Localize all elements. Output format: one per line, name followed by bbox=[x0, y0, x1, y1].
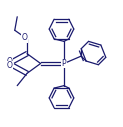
Text: P: P bbox=[62, 59, 66, 68]
Text: O: O bbox=[6, 61, 12, 70]
Text: O: O bbox=[22, 33, 28, 42]
Text: O: O bbox=[6, 57, 12, 66]
